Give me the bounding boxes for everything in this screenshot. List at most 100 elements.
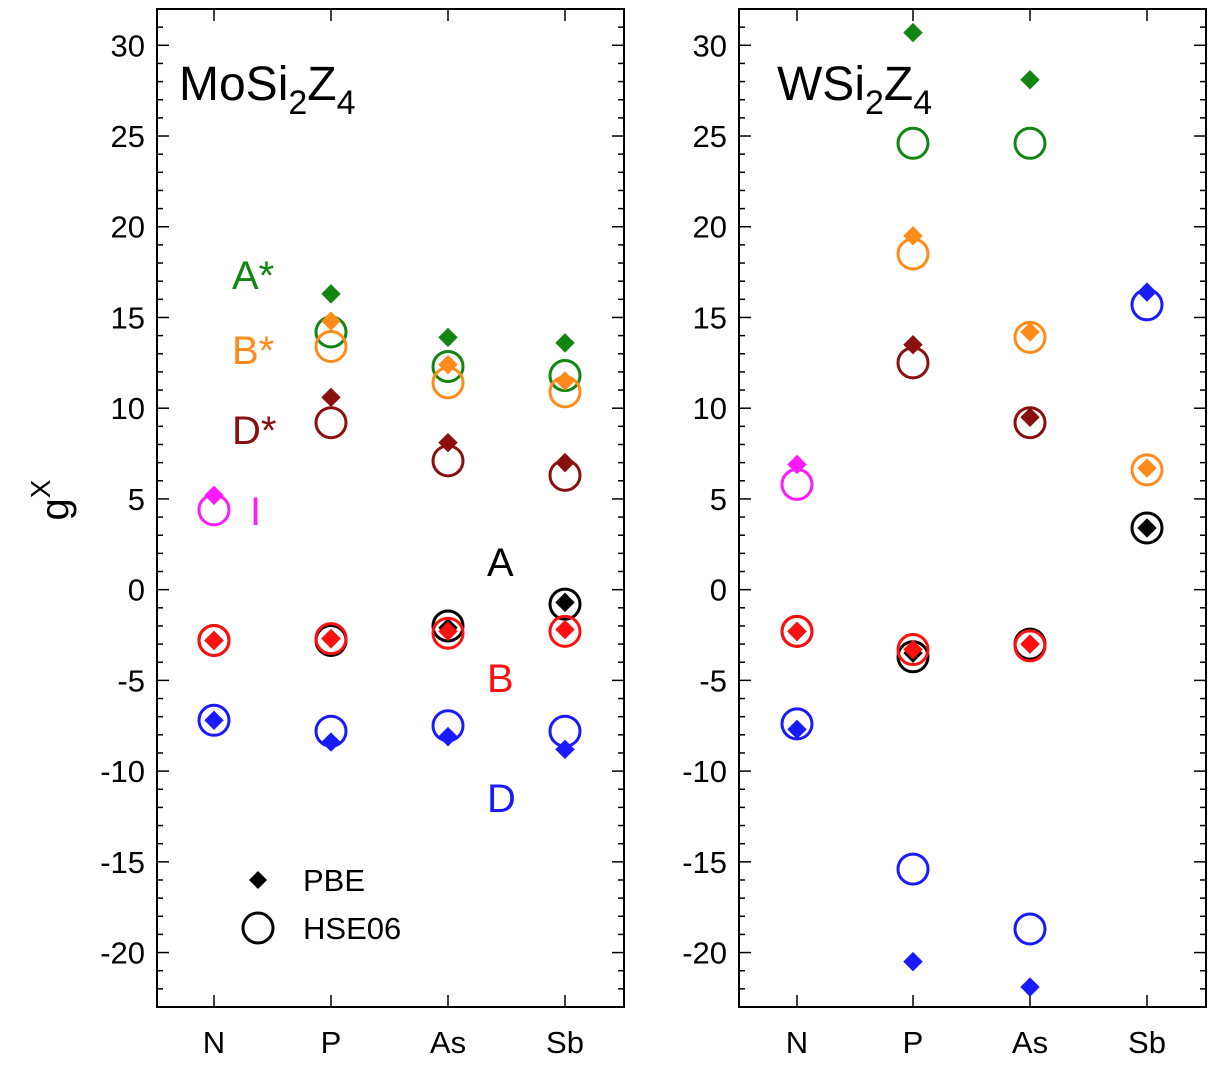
point-pbe-b-star-sb [1137, 458, 1157, 478]
legend-marker-pbe [249, 871, 267, 889]
point-pbe-b-as [438, 621, 458, 642]
point-pbe-d-star-p [321, 387, 341, 408]
panel-title-sub: 2 [865, 84, 884, 122]
point-hse06-d-p [314, 714, 348, 748]
legend-label-pbe: PBE [303, 863, 365, 898]
y-tick-label: -15 [100, 845, 145, 880]
x-tick-label: P [903, 1025, 924, 1060]
point-hse06-d-as [1013, 912, 1047, 946]
point-hse06-b-n [197, 623, 231, 657]
x-tick-label: P [321, 1025, 342, 1060]
y-tick-label: -10 [682, 754, 727, 789]
point-pbe-d-n [787, 719, 807, 740]
point-hse06-i-n [780, 467, 814, 501]
plot-frame [156, 8, 625, 1008]
point-pbe-b-star-p [321, 311, 341, 331]
point-hse06-d-n [197, 703, 231, 737]
point-pbe-a-star-as [438, 327, 458, 348]
y-axis-label: gX [25, 479, 77, 520]
point-pbe-b-n [204, 630, 224, 651]
point-hse06-d-star-sb [548, 458, 582, 492]
point-hse06-d-sb [548, 714, 582, 748]
point-hse06-a-sb [548, 587, 582, 621]
legend: PBE HSE06 [241, 863, 401, 946]
panel-title-main: Z [884, 58, 913, 111]
x-tick-label: As [1012, 1025, 1048, 1060]
point-hse06-a-star-p [896, 126, 930, 160]
point-hse06-d-star-p [314, 406, 348, 440]
y-tick-label: 5 [128, 482, 145, 517]
panel-title-sub: 4 [913, 84, 932, 122]
series-label-a-star: A* [232, 254, 274, 298]
y-tick-label: -5 [699, 663, 727, 698]
point-hse06-d-star-p [896, 346, 930, 380]
y-tick-label: 0 [128, 573, 145, 608]
y-axis-label-superscript: X [25, 479, 56, 498]
point-hse06-b-star-sb [1130, 453, 1164, 487]
point-hse06-a-star-as [1013, 126, 1047, 160]
x-tick-label: N [203, 1025, 225, 1060]
point-hse06-b-star-p [314, 330, 348, 364]
y-tick-label: -5 [117, 663, 145, 698]
y-tick-label: 30 [693, 28, 727, 63]
y-tick-label: -10 [100, 754, 145, 789]
point-hse06-a-star-as [431, 349, 465, 383]
point-pbe-a-sb [1137, 518, 1157, 538]
panel-title-sub: 4 [337, 84, 356, 122]
panel-2: -20 -15 -10 -5 0 5 10 15 20 25 30 N P As Sb WSi2Z4 [682, 8, 1207, 1060]
point-pbe-d-star-as [1020, 407, 1040, 427]
y-tick-label: 15 [111, 300, 145, 335]
point-pbe-b-star-as [438, 354, 458, 375]
point-hse06-b-sb [548, 614, 582, 648]
point-pbe-d-n [204, 710, 224, 731]
panel-title: WSi2Z4 [777, 58, 932, 122]
point-pbe-b-p [321, 628, 341, 649]
y-tick-label: -15 [682, 845, 727, 880]
point-pbe-b-sb [555, 619, 575, 640]
panel-title-main: Z [307, 58, 336, 111]
x-tick-label: Sb [1128, 1025, 1166, 1060]
legend-label-hse06: HSE06 [303, 911, 401, 946]
y-axis-label-main: g [33, 498, 77, 520]
point-hse06-i-n [197, 493, 231, 527]
series-label-b-star: B* [232, 329, 274, 373]
y-tick-label: 15 [693, 300, 727, 335]
point-pbe-d-star-sb [555, 452, 575, 473]
y-tick-label: 25 [111, 119, 145, 154]
y-tick-label: 25 [693, 119, 727, 154]
point-pbe-a-star-as [1020, 70, 1040, 90]
point-pbe-b-star-sb [555, 371, 575, 391]
point-pbe-b-as [1020, 634, 1040, 654]
point-hse06-d-star-as [431, 444, 465, 478]
point-pbe-b-p [903, 639, 923, 660]
point-hse06-b-p [896, 633, 930, 667]
series-label-a: A [487, 541, 514, 585]
point-hse06-b-n [780, 614, 814, 648]
point-pbe-d-as [438, 726, 458, 747]
y-tick-label: 10 [693, 391, 727, 426]
point-pbe-a-star-sb [555, 333, 575, 353]
point-pbe-d-p [321, 732, 341, 752]
point-pbe-d-star-as [438, 432, 458, 453]
series-label-d-star: D* [232, 409, 276, 453]
y-tick-label: 20 [111, 210, 145, 245]
legend-marker-hse06 [241, 911, 275, 945]
point-pbe-d-sb [555, 739, 575, 760]
point-pbe-b-n [787, 621, 807, 642]
point-pbe-a-star-p [903, 22, 923, 43]
panel-title-main: WSi [777, 58, 865, 111]
series-label-b: B [487, 657, 514, 701]
panel-title: MoSi2Z4 [179, 58, 356, 122]
point-hse06-a-sb [1130, 511, 1164, 545]
y-tick-label: -20 [682, 936, 727, 971]
y-tick-label: 30 [111, 28, 145, 63]
point-pbe-b-star-p [903, 226, 923, 246]
panel-title-main: MoSi [179, 58, 288, 111]
series-label-i: I [250, 490, 261, 534]
point-pbe-d-star-p [903, 334, 923, 355]
y-tick-label: 0 [710, 573, 727, 608]
point-hse06-b-star-p [896, 237, 930, 271]
point-pbe-a-star-p [321, 284, 341, 304]
